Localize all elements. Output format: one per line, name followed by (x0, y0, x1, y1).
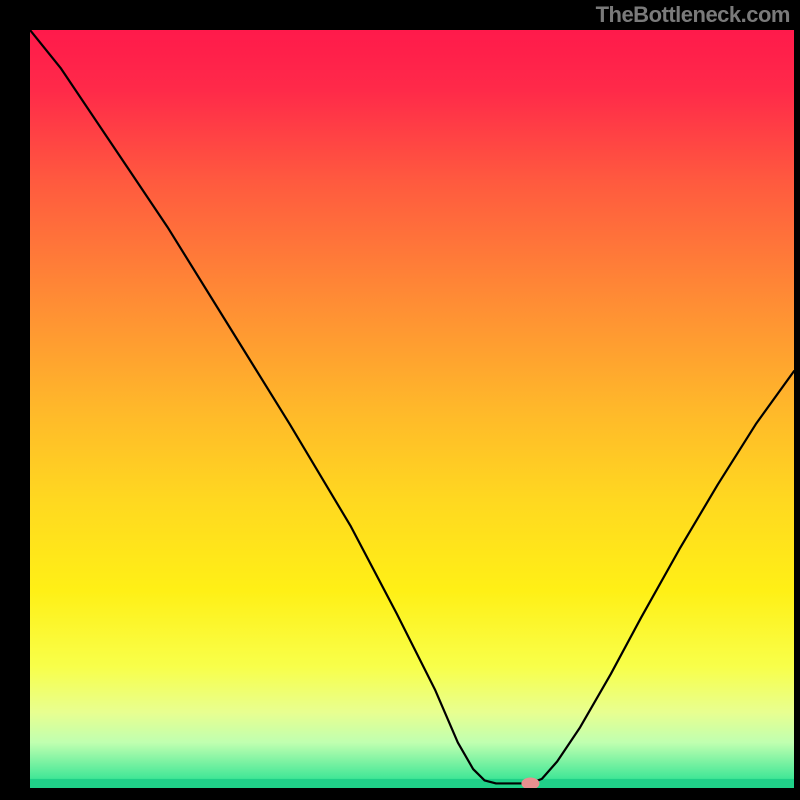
chart-svg (30, 30, 794, 788)
chart-frame: TheBottleneck.com (0, 0, 800, 800)
plot-area (30, 30, 794, 788)
chart-background (30, 30, 794, 788)
baseline-band (30, 779, 794, 788)
watermark-text: TheBottleneck.com (596, 2, 790, 28)
